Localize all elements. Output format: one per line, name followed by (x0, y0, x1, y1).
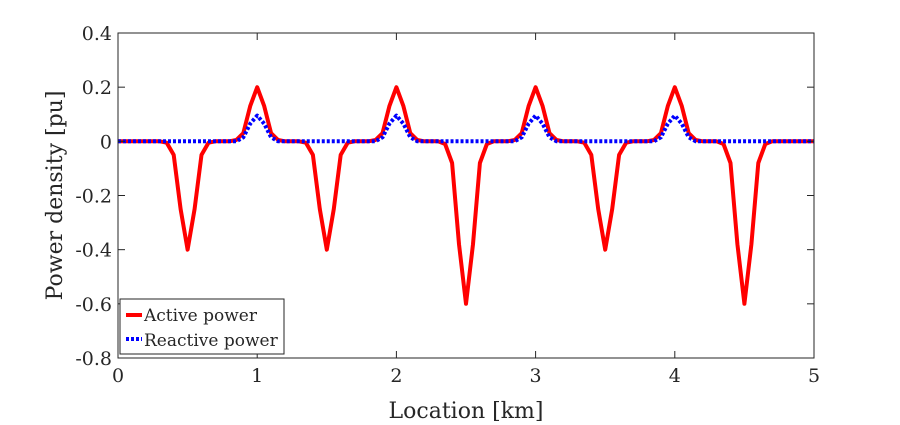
y-tick-label: 0 (100, 131, 112, 153)
y-axis-label: Power density [pu] (43, 91, 68, 301)
x-tick-label: 5 (808, 365, 820, 387)
legend-label-active-power: Active power (143, 306, 258, 326)
y-tick-label: -0.6 (75, 294, 112, 316)
tick-layer: 0 1 2 3 4 5 -0.8 -0.6 -0.4 -0.2 0 0.2 0.4 (75, 23, 820, 387)
x-tick-label: 2 (390, 365, 402, 387)
legend-box (119, 298, 285, 355)
legend-label-reactive-power: Reactive power (144, 331, 279, 351)
legend: Active power Reactive power (119, 298, 285, 355)
y-tick-label: -0.4 (75, 240, 112, 262)
series-line-active-power (118, 85, 814, 306)
y-tick-label: 0.2 (82, 77, 112, 99)
series-layer (118, 85, 814, 306)
y-tick-label: -0.8 (75, 348, 112, 370)
x-tick-label: 3 (530, 365, 542, 387)
series-line-reactive-power (118, 113, 814, 144)
y-tick-label: 0.4 (82, 23, 112, 45)
x-tick-label: 4 (669, 365, 681, 387)
x-tick-label: 1 (251, 365, 263, 387)
x-tick-label: 0 (112, 365, 124, 387)
x-axis-label: Location [km] (389, 399, 544, 424)
y-tick-label: -0.2 (75, 186, 112, 208)
